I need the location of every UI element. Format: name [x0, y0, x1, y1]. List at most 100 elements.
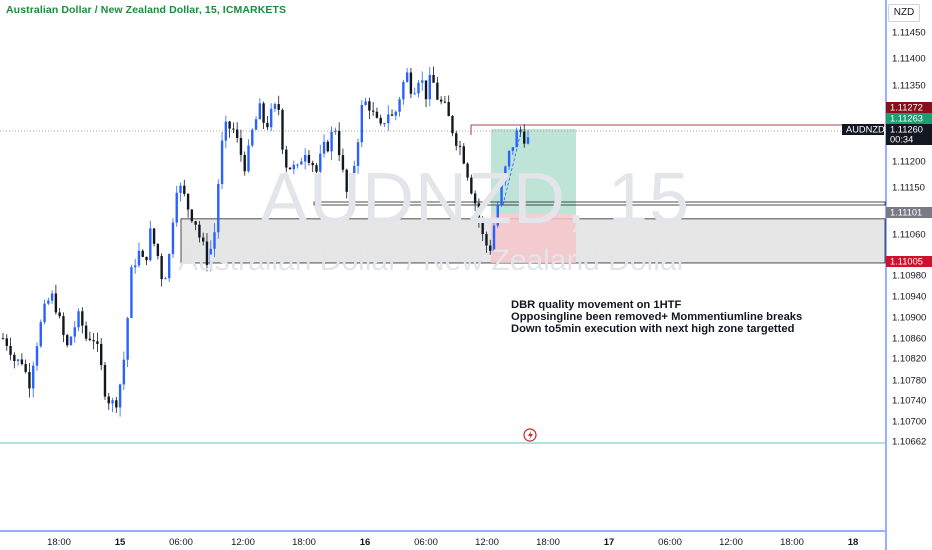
candle — [130, 264, 133, 319]
candle — [273, 102, 277, 113]
price-tick-label: 1.11200 — [892, 157, 926, 168]
candle — [16, 358, 20, 366]
price-axis[interactable]: 1.11450 1.11400 1.11350 1.11200 1.11150 1.110… — [892, 28, 926, 448]
candle — [137, 242, 141, 268]
price-tick-label: 1.10700 — [892, 417, 926, 428]
candle — [254, 116, 258, 130]
candle — [277, 95, 280, 116]
candle — [349, 176, 352, 195]
candle — [183, 179, 186, 197]
price-label-stop[interactable]: 1.11005 — [886, 256, 932, 267]
candle — [209, 240, 212, 272]
candle — [383, 122, 386, 127]
candle — [473, 190, 477, 211]
candle — [28, 363, 31, 398]
price-label-last[interactable]: 1.11260 — [886, 124, 932, 135]
candle — [507, 150, 511, 171]
candle — [133, 258, 137, 274]
candle — [54, 284, 58, 315]
time-tick-label: 18:00 — [780, 537, 804, 548]
candle — [432, 66, 435, 83]
candle — [88, 331, 92, 342]
trade-annotation[interactable]: DBR quality movement on 1HTF Opposinglin… — [511, 299, 802, 335]
opposing-line[interactable] — [313, 201, 886, 206]
candle — [156, 243, 160, 260]
candle — [96, 332, 99, 352]
candle — [92, 332, 95, 350]
candle — [405, 67, 409, 83]
candle — [141, 249, 144, 258]
candle — [103, 362, 107, 400]
price-label-text: AUDNZD — [846, 125, 885, 135]
candle — [77, 308, 80, 332]
candle — [345, 168, 348, 199]
price-label-line[interactable]: 1.11101 — [886, 207, 932, 218]
candle — [281, 108, 284, 155]
watermark-symbol: AUDNZD, 15 — [260, 159, 691, 239]
candle — [466, 162, 469, 181]
candle — [247, 139, 250, 173]
candle — [201, 232, 205, 246]
position-loss-zone[interactable] — [491, 213, 576, 263]
candle — [481, 216, 484, 241]
time-tick-label: 18:00 — [536, 537, 560, 548]
price-label-text: 1.11005 — [890, 257, 923, 267]
candle — [100, 337, 103, 371]
candle — [489, 239, 492, 255]
candle — [24, 359, 27, 374]
annotation-line-1: DBR quality movement on 1HTF — [511, 299, 682, 311]
candle — [394, 110, 398, 121]
price-label-entry[interactable]: 1.11263 — [886, 113, 932, 124]
time-tick-label: 12:00 — [475, 537, 499, 548]
price-label-countdown[interactable]: 00:34 — [886, 134, 932, 145]
candle — [235, 122, 239, 143]
currency-selector[interactable]: NZD — [888, 4, 920, 22]
candle — [47, 297, 50, 306]
candle — [149, 220, 152, 262]
price-tick-label: 1.11150 — [892, 183, 925, 194]
time-tick-label: 06:00 — [414, 537, 438, 548]
candle — [152, 228, 156, 247]
candle — [118, 383, 122, 417]
candle — [337, 122, 341, 161]
price-tick-label: 1.10860 — [892, 334, 926, 345]
candle — [175, 185, 178, 227]
candle — [307, 149, 311, 166]
candle — [266, 115, 269, 131]
candle — [243, 151, 246, 176]
chart-title[interactable]: Australian Dollar / New Zealand Dollar, … — [6, 4, 287, 16]
price-label-text: 1.11260 — [890, 125, 923, 135]
annotation-line-3: Down to5min execution with next high zon… — [511, 323, 795, 335]
price-tick-label: 1.10740 — [892, 396, 926, 407]
candle — [409, 67, 413, 98]
candle — [360, 100, 364, 148]
candle — [164, 276, 167, 280]
time-tick-label: 18 — [848, 537, 859, 548]
candle — [220, 132, 224, 190]
candle — [470, 174, 473, 195]
time-tick-label: 12:00 — [719, 537, 743, 548]
candle — [232, 122, 235, 134]
time-axis[interactable]: 18:00 15 06:00 12:00 18:00 16 06:00 12:00 18:00 1… — [47, 537, 858, 548]
candle — [462, 143, 465, 165]
price-label-text: 1.11263 — [890, 114, 923, 124]
price-label-text: 1.11101 — [890, 208, 922, 218]
candle — [413, 87, 416, 95]
candle — [436, 76, 439, 101]
lightning-icon[interactable] — [523, 428, 537, 442]
price-label-target[interactable]: 1.11272 — [886, 102, 932, 113]
price-tick-label: 1.10900 — [892, 313, 926, 324]
candle — [84, 321, 88, 342]
candle — [334, 127, 337, 135]
candle — [145, 256, 148, 266]
time-tick-label: 12:00 — [231, 537, 255, 548]
price-label-symbol[interactable]: AUDNZD — [842, 124, 885, 135]
candle — [35, 342, 39, 371]
candle — [417, 79, 420, 98]
watermark-description: Australian Dollar / New Zealand Dollar — [178, 244, 687, 277]
candle — [122, 351, 126, 390]
candle — [213, 223, 216, 258]
candle — [205, 233, 209, 272]
candle — [421, 71, 424, 91]
